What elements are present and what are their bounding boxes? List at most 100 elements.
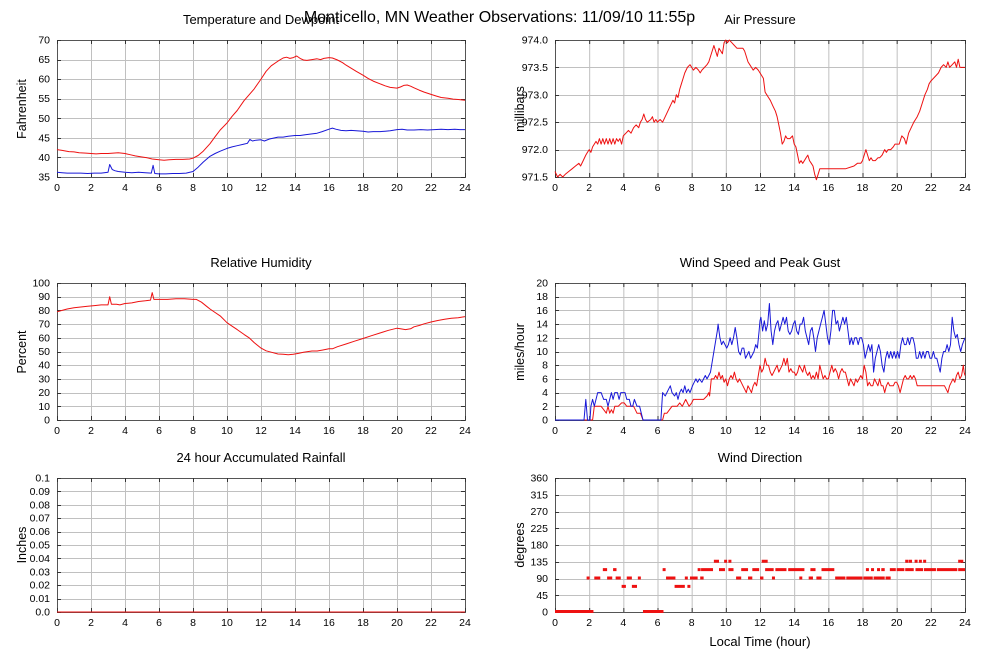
y-tick-label: 0.02	[30, 580, 51, 592]
x-tick-label: 8	[190, 425, 196, 437]
x-tick-label: 2	[88, 182, 94, 194]
y-tick-label: 0.1	[35, 473, 50, 485]
y-axis-label: Inches	[15, 526, 29, 564]
chart-title: Temperature and Dewpoint	[182, 12, 340, 27]
y-tick-label: 0.0	[35, 607, 50, 619]
x-tick-label: 24	[459, 425, 471, 437]
y-tick-label: 50	[38, 113, 50, 125]
x-tick-label: 10	[720, 425, 732, 437]
x-tick-label: 4	[620, 425, 626, 437]
x-tick-labels: 0 2 4 6 8 10 12 14 16 18 20 22 24	[552, 425, 971, 437]
y-axis-label: degrees	[513, 522, 527, 568]
x-tick-label: 0	[54, 182, 60, 194]
y-tick-label: 40	[38, 360, 50, 372]
x-tick-label: 4	[122, 425, 128, 437]
tick-marks	[555, 283, 966, 421]
y-tick-label: 60	[38, 332, 50, 344]
y-tick-label: 180	[530, 540, 548, 552]
chart-wind-speed-gust: 0 2 4 6 8 10 12 14 16 18 20 22 24 0 2 4 6 8 10 12 14 16 18 20 W…	[499, 243, 999, 445]
x-tick-label: 24	[959, 617, 971, 629]
x-tick-label: 10	[720, 617, 732, 629]
y-tick-label: 10	[38, 401, 50, 413]
y-tick-label: 973.0	[522, 89, 548, 101]
y-tick-label: 971.5	[522, 172, 548, 184]
y-tick-label: 20	[38, 387, 50, 399]
x-tick-label: 24	[459, 182, 471, 194]
x-tick-label: 0	[552, 182, 558, 194]
y-tick-label: 80	[38, 305, 50, 317]
x-tick-label: 20	[391, 182, 403, 194]
x-tick-label: 6	[156, 182, 162, 194]
y-tick-label: 0.07	[30, 513, 51, 525]
y-tick-label: 315	[530, 489, 548, 501]
chart-title: Wind Speed and Peak Gust	[679, 255, 841, 270]
x-tick-label: 8	[190, 617, 196, 629]
y-tick-label: 14	[536, 319, 548, 331]
x-tick-label: 20	[391, 425, 403, 437]
x-tick-label: 2	[88, 617, 94, 629]
x-tick-label: 6	[156, 617, 162, 629]
x-tick-label: 22	[425, 425, 437, 437]
y-tick-label: 50	[38, 346, 50, 358]
x-tick-label: 22	[925, 182, 937, 194]
x-tick-label: 22	[925, 425, 937, 437]
x-tick-label: 8	[689, 182, 695, 194]
chart-title: 24 hour Accumulated Rainfall	[176, 450, 346, 465]
y-tick-label: 35	[38, 172, 50, 184]
series-dewpoint	[56, 127, 465, 175]
y-tick-label: 0.08	[30, 499, 51, 511]
y-tick-label: 70	[38, 319, 50, 331]
y-tick-label: 10	[536, 346, 548, 358]
x-tick-label: 8	[190, 182, 196, 194]
page-title: Monticello, MN Weather Observations: 11/…	[303, 9, 696, 26]
x-tick-label: 10	[221, 182, 233, 194]
y-tick-label: 0	[542, 607, 548, 619]
x-tick-label: 20	[891, 182, 903, 194]
x-tick-label: 14	[289, 182, 301, 194]
x-tick-label: 2	[88, 425, 94, 437]
chart-title: Air Pressure	[724, 12, 796, 27]
y-tick-label: 972.0	[522, 144, 548, 156]
y-tick-label: 360	[530, 473, 548, 485]
y-tick-label: 0.03	[30, 566, 51, 578]
x-tick-label: 16	[323, 617, 335, 629]
x-tick-label: 6	[655, 617, 661, 629]
y-tick-label: 4	[542, 387, 548, 399]
grid-lines	[555, 283, 966, 421]
y-tick-label: 45	[38, 132, 50, 144]
x-tick-labels: 0 2 4 6 8 10 12 14 16 18 20 22 24	[552, 182, 971, 194]
x-tick-label: 8	[689, 617, 695, 629]
y-tick-label: 2	[542, 401, 548, 413]
y-tick-label: 90	[38, 291, 50, 303]
x-tick-label: 0	[552, 617, 558, 629]
y-tick-label: 0.01	[30, 593, 51, 605]
x-tick-label: 4	[620, 617, 626, 629]
x-tick-label: 22	[925, 617, 937, 629]
x-tick-label: 10	[221, 617, 233, 629]
x-tick-label: 6	[156, 425, 162, 437]
x-tick-label: 2	[586, 617, 592, 629]
y-tick-label: 973.5	[522, 62, 548, 74]
series-temperature	[56, 55, 466, 161]
air-pressure-plot: 0 2 4 6 8 10 12 14 16 18 20 22 24971.5972.0972.5973.…	[522, 35, 971, 195]
x-tick-label: 16	[822, 617, 834, 629]
x-tick-label: 16	[323, 182, 335, 194]
y-tick-label: 8	[542, 360, 548, 372]
series-pressure	[554, 39, 965, 181]
x-tick-label: 16	[822, 182, 834, 194]
y-tick-label: 18	[536, 291, 548, 303]
x-tick-label: 20	[891, 617, 903, 629]
y-tick-label: 974.0	[522, 35, 548, 47]
chart-air-pressure: 0 2 4 6 8 10 12 14 16 18 20 22 24 971.5 972.0 972.5 973.…	[499, 0, 999, 202]
y-tick-label: 0.04	[30, 553, 51, 565]
tick-marks	[57, 40, 466, 178]
chart-wind-direction: 0 2 4 6 8 10 12 14 16 18 20 22 24 0 45 90 135 180 225 270 31…	[499, 438, 999, 659]
y-tick-label: 60	[38, 74, 50, 86]
y-tick-label: 90	[536, 573, 548, 585]
x-tick-label: 18	[357, 182, 369, 194]
grid-lines	[57, 478, 466, 613]
x-tick-label: 24	[959, 425, 971, 437]
relative-humidity-plot: 0 2 4 6 8 10 12 14 16 18 20 22 240102030405060708090…	[32, 278, 471, 438]
